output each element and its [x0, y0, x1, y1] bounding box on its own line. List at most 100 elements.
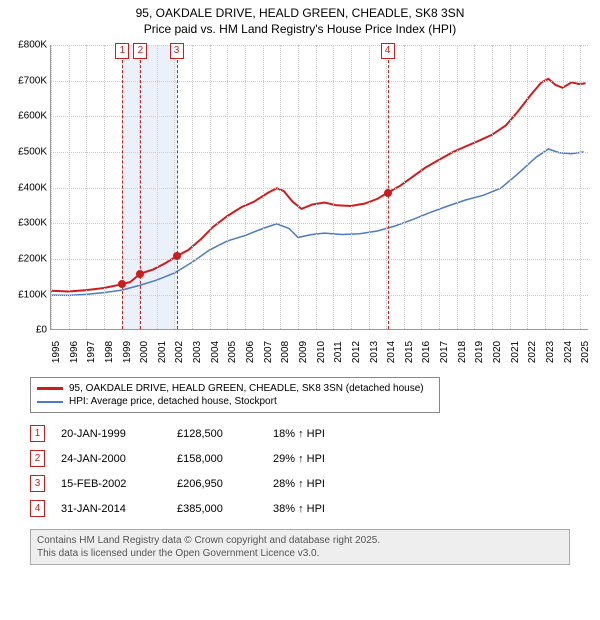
x-gridline: [457, 45, 458, 329]
y-axis-label: £800K: [9, 40, 47, 51]
sales-row-price: £385,000: [177, 503, 257, 515]
x-gridline: [333, 45, 334, 329]
y-axis-label: £700K: [9, 75, 47, 86]
x-gridline: [104, 45, 105, 329]
x-gridline: [210, 45, 211, 329]
title-block: 95, OAKDALE DRIVE, HEALD GREEN, CHEADLE,…: [8, 6, 592, 37]
y-gridline: [51, 259, 588, 260]
y-gridline: [51, 223, 588, 224]
x-axis-label: 2003: [192, 341, 203, 363]
x-axis-label: 2006: [245, 341, 256, 363]
y-axis-label: £300K: [9, 218, 47, 229]
sale-marker-box: 3: [170, 43, 184, 59]
sales-row-delta: 18% ↑ HPI: [273, 428, 363, 440]
x-axis-label: 2001: [157, 341, 168, 363]
x-gridline: [174, 45, 175, 329]
x-axis-label: 2005: [227, 341, 238, 363]
sales-row-date: 15-FEB-2002: [61, 478, 161, 490]
sale-dot: [118, 280, 126, 288]
sales-table: 1 20-JAN-1999 £128,500 18% ↑ HPI 2 24-JAN-200…: [30, 421, 592, 521]
x-gridline: [421, 45, 422, 329]
sales-row-price: £128,500: [177, 428, 257, 440]
x-gridline: [404, 45, 405, 329]
x-axis-label: 2021: [510, 341, 521, 363]
x-axis-label: 2012: [351, 341, 362, 363]
x-gridline: [227, 45, 228, 329]
legend-label: 95, OAKDALE DRIVE, HEALD GREEN, CHEADLE,…: [69, 383, 424, 394]
x-axis-label: 1998: [104, 341, 115, 363]
x-axis-label: 1997: [86, 341, 97, 363]
sale-marker-line: [388, 45, 389, 329]
sale-dot: [173, 252, 181, 260]
x-gridline: [157, 45, 158, 329]
x-gridline: [545, 45, 546, 329]
x-axis-label: 2025: [580, 341, 591, 363]
root: 95, OAKDALE DRIVE, HEALD GREEN, CHEADLE,…: [0, 0, 600, 569]
x-axis-label: 2016: [421, 341, 432, 363]
legend-swatch: [37, 387, 63, 390]
x-axis-label: 2002: [174, 341, 185, 363]
legend-swatch: [37, 401, 63, 403]
x-gridline: [245, 45, 246, 329]
x-axis-label: 2024: [563, 341, 574, 363]
legend-label: HPI: Average price, detached house, Stoc…: [69, 396, 277, 407]
y-axis-label: £500K: [9, 147, 47, 158]
footer-line-2: This data is licensed under the Open Gov…: [37, 547, 563, 560]
legend: 95, OAKDALE DRIVE, HEALD GREEN, CHEADLE,…: [30, 377, 440, 413]
x-axis-label: 1996: [69, 341, 80, 363]
x-gridline: [263, 45, 264, 329]
x-axis-label: 1995: [51, 341, 62, 363]
sale-marker-line: [140, 45, 141, 329]
x-axis-label: 2023: [545, 341, 556, 363]
x-axis-label: 2018: [457, 341, 468, 363]
x-gridline: [351, 45, 352, 329]
sales-row-delta: 29% ↑ HPI: [273, 453, 363, 465]
sales-row-price: £206,950: [177, 478, 257, 490]
sales-row-date: 20-JAN-1999: [61, 428, 161, 440]
footer-line-1: Contains HM Land Registry data © Crown c…: [37, 534, 563, 547]
y-gridline: [51, 81, 588, 82]
x-gridline: [316, 45, 317, 329]
y-axis-label: £400K: [9, 182, 47, 193]
x-gridline: [510, 45, 511, 329]
x-axis-label: 2010: [316, 341, 327, 363]
sale-dot: [136, 270, 144, 278]
y-axis-label: £600K: [9, 111, 47, 122]
plot-area: £0£100K£200K£300K£400K£500K£600K£700K£80…: [50, 45, 588, 330]
x-gridline: [298, 45, 299, 329]
x-axis-label: 2022: [527, 341, 538, 363]
x-axis-label: 2011: [333, 341, 344, 363]
footer: Contains HM Land Registry data © Crown c…: [30, 529, 570, 565]
sales-row-delta: 38% ↑ HPI: [273, 503, 363, 515]
sales-row-marker: 1: [30, 425, 45, 442]
x-gridline: [192, 45, 193, 329]
sales-row: 224-JAN-2000£158,00029% ↑ HPI: [30, 446, 592, 471]
sale-marker-box: 4: [381, 43, 395, 59]
y-gridline: [51, 188, 588, 189]
sale-dot: [384, 189, 392, 197]
x-axis-label: 2004: [210, 341, 221, 363]
x-gridline: [280, 45, 281, 329]
x-gridline: [474, 45, 475, 329]
chart: £0£100K£200K£300K£400K£500K£600K£700K£80…: [8, 41, 592, 371]
sales-row: 1 20-JAN-1999 £128,500 18% ↑ HPI: [30, 421, 592, 446]
y-axis-label: £200K: [9, 253, 47, 264]
x-gridline: [527, 45, 528, 329]
sales-row-delta: 28% ↑ HPI: [273, 478, 363, 490]
y-gridline: [51, 295, 588, 296]
legend-row: 95, OAKDALE DRIVE, HEALD GREEN, CHEADLE,…: [37, 382, 433, 395]
sales-row-date: 24-JAN-2000: [61, 453, 161, 465]
sales-row-marker: 4: [30, 500, 45, 517]
x-axis-label: 2019: [474, 341, 485, 363]
sale-marker-line: [177, 45, 178, 329]
sale-marker-box: 2: [133, 43, 147, 59]
y-gridline: [51, 152, 588, 153]
title-address: 95, OAKDALE DRIVE, HEALD GREEN, CHEADLE,…: [8, 6, 592, 22]
x-gridline: [369, 45, 370, 329]
sales-row-marker: 3: [30, 475, 45, 492]
y-gridline: [51, 116, 588, 117]
x-gridline: [580, 45, 581, 329]
x-gridline: [563, 45, 564, 329]
x-axis-label: 2007: [263, 341, 274, 363]
sales-row-marker: 2: [30, 450, 45, 467]
